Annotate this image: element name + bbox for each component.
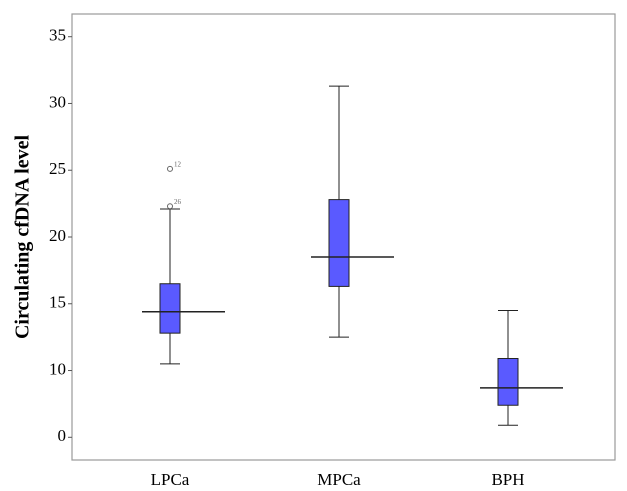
outlier-label: 12: [174, 161, 182, 169]
box: [159, 283, 181, 334]
box: [328, 199, 350, 287]
x-tick-label: BPH: [491, 470, 524, 489]
outlier: [167, 165, 173, 172]
y-tick-label: 20: [49, 226, 66, 245]
y-tick-label: 15: [49, 293, 66, 312]
y-tick-label: 0: [58, 426, 67, 445]
box: [497, 358, 519, 406]
outlier-label: 26: [174, 198, 182, 206]
y-tick-label: 25: [49, 159, 66, 178]
y-axis-label: Circulating cfDNA level: [12, 135, 34, 339]
y-tick-label: 35: [49, 26, 66, 45]
y-tick-label: 30: [49, 92, 66, 111]
outlier: [167, 203, 173, 210]
y-tick-label: 10: [49, 359, 66, 378]
x-tick-label: MPCa: [317, 470, 361, 489]
x-tick-label: LPCa: [151, 470, 190, 489]
